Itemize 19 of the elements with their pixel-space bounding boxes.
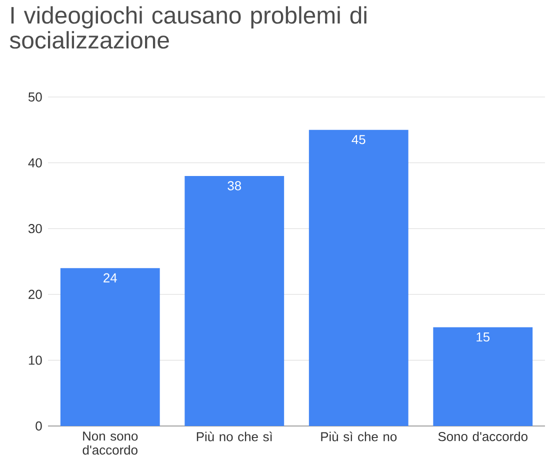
data-label: 15: [476, 332, 490, 342]
x-tick-label: Più sì che no: [321, 432, 397, 442]
y-tick-label: 40: [28, 158, 42, 168]
bar: [433, 327, 533, 426]
bar: [308, 130, 408, 426]
y-tick-label: 20: [28, 290, 42, 299]
x-tick-label: Più no che sì: [196, 432, 272, 442]
y-tick-label: 0: [36, 421, 42, 431]
y-tick-label: 10: [28, 356, 42, 365]
data-label: 24: [104, 273, 117, 282]
chart-title: I videogiochi causano problemi di socializzazione: [10, 6, 366, 49]
y-tick-label: 30: [28, 224, 42, 234]
x-tick-label: Sono d'accordo: [438, 432, 528, 442]
bar: [60, 268, 160, 426]
data-label: 45: [352, 135, 366, 144]
data-label: 38: [228, 181, 242, 190]
y-tick-label: 50: [28, 92, 42, 102]
x-tick-label: Non sono d'accordo: [82, 432, 138, 455]
bar: [184, 176, 284, 426]
